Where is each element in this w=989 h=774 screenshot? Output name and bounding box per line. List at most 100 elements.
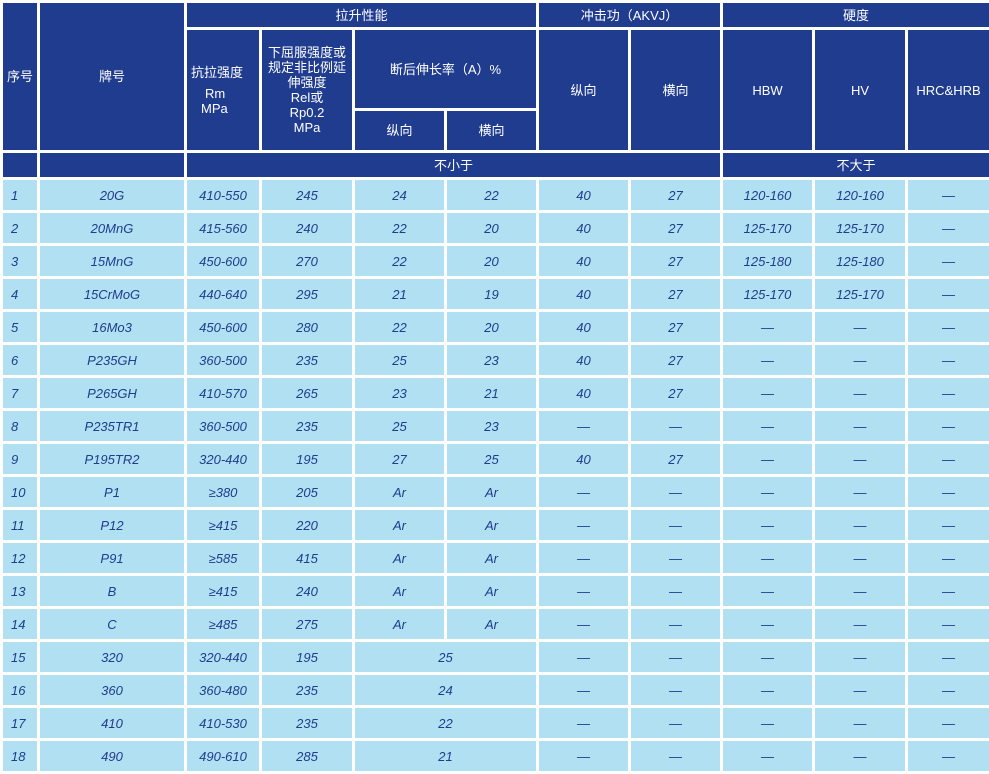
cell-yield-strength: 235	[261, 674, 354, 707]
cell-hbw: —	[722, 674, 814, 707]
yield-line: Rel或	[262, 90, 352, 105]
cell-seq: 1	[2, 179, 39, 212]
cell-elongation-transverse: 21	[446, 377, 538, 410]
cell-elongation-transverse: 20	[446, 245, 538, 278]
cell-hv: 125-170	[814, 212, 907, 245]
header-elongation: 断后伸长率（A）%	[354, 29, 538, 110]
header-hbw: HBW	[722, 29, 814, 152]
cell-grade: P1	[39, 476, 186, 509]
cell-impact-transverse: 27	[630, 278, 722, 311]
cell-impact-transverse: 27	[630, 344, 722, 377]
cell-impact-transverse: 27	[630, 212, 722, 245]
cell-grade: P235TR1	[39, 410, 186, 443]
header-hardness-group: 硬度	[722, 2, 989, 29]
cell-hv: —	[814, 542, 907, 575]
cell-hrc-hrb: —	[907, 278, 989, 311]
cell-elongation-longitudinal: 22	[354, 707, 538, 740]
cell-impact-longitudinal: 40	[538, 443, 630, 476]
cell-elongation-longitudinal: Ar	[354, 575, 446, 608]
cell-hbw: —	[722, 575, 814, 608]
cell-elongation-transverse: Ar	[446, 509, 538, 542]
cell-hbw: —	[722, 311, 814, 344]
cell-hbw: —	[722, 410, 814, 443]
cell-seq: 6	[2, 344, 39, 377]
cell-seq: 7	[2, 377, 39, 410]
cell-hv: —	[814, 476, 907, 509]
cell-hrc-hrb: —	[907, 311, 989, 344]
cell-impact-transverse: —	[630, 641, 722, 674]
cell-hv: —	[814, 377, 907, 410]
cell-impact-transverse: 27	[630, 179, 722, 212]
cell-seq: 2	[2, 212, 39, 245]
cell-elongation-transverse: 20	[446, 212, 538, 245]
cell-grade: 20MnG	[39, 212, 186, 245]
cell-elongation-longitudinal: Ar	[354, 509, 446, 542]
cell-hv: —	[814, 674, 907, 707]
cell-yield-strength: 235	[261, 344, 354, 377]
cell-hrc-hrb: —	[907, 707, 989, 740]
cell-elongation-transverse: Ar	[446, 542, 538, 575]
cell-grade: 15MnG	[39, 245, 186, 278]
cell-seq: 14	[2, 608, 39, 641]
header-blank	[39, 152, 186, 179]
cell-elongation-longitudinal: 24	[354, 179, 446, 212]
cell-impact-transverse: —	[630, 707, 722, 740]
cell-tensile-strength: 410-530	[186, 707, 261, 740]
cell-hbw: —	[722, 377, 814, 410]
tensile-strength-symbol: Rm	[191, 86, 259, 101]
tensile-strength-unit: MPa	[191, 101, 259, 116]
cell-grade: P265GH	[39, 377, 186, 410]
yield-line: Rp0.2	[262, 105, 352, 120]
cell-hrc-hrb: —	[907, 245, 989, 278]
cell-hrc-hrb: —	[907, 443, 989, 476]
cell-hrc-hrb: —	[907, 344, 989, 377]
cell-tensile-strength: 320-440	[186, 443, 261, 476]
cell-yield-strength: 245	[261, 179, 354, 212]
cell-hv: —	[814, 311, 907, 344]
cell-hbw: —	[722, 707, 814, 740]
cell-impact-longitudinal: —	[538, 542, 630, 575]
cell-seq: 16	[2, 674, 39, 707]
cell-hrc-hrb: —	[907, 476, 989, 509]
cell-elongation-transverse: 25	[446, 443, 538, 476]
cell-elongation-transverse: Ar	[446, 608, 538, 641]
cell-seq: 3	[2, 245, 39, 278]
cell-hbw: —	[722, 476, 814, 509]
cell-hv: —	[814, 410, 907, 443]
header-seq: 序号	[2, 2, 39, 152]
cell-yield-strength: 265	[261, 377, 354, 410]
cell-hbw: 125-170	[722, 278, 814, 311]
cell-hrc-hrb: —	[907, 542, 989, 575]
cell-yield-strength: 240	[261, 575, 354, 608]
cell-hrc-hrb: —	[907, 608, 989, 641]
yield-line: MPa	[262, 120, 352, 135]
cell-impact-longitudinal: —	[538, 410, 630, 443]
cell-elongation-transverse: Ar	[446, 575, 538, 608]
cell-impact-transverse: —	[630, 674, 722, 707]
cell-elongation-longitudinal: Ar	[354, 608, 446, 641]
cell-hv: —	[814, 575, 907, 608]
cell-impact-transverse: —	[630, 542, 722, 575]
cell-hv: —	[814, 641, 907, 674]
header-yield-strength: 下屈服强度或 规定非比例延 伸强度 Rel或 Rp0.2 MPa	[261, 29, 354, 152]
cell-tensile-strength: 360-480	[186, 674, 261, 707]
cell-grade: P195TR2	[39, 443, 186, 476]
cell-seq: 13	[2, 575, 39, 608]
cell-elongation-longitudinal: Ar	[354, 476, 446, 509]
cell-hbw: 120-160	[722, 179, 814, 212]
cell-tensile-strength: 410-550	[186, 179, 261, 212]
cell-tensile-strength: 450-600	[186, 311, 261, 344]
cell-impact-longitudinal: 40	[538, 377, 630, 410]
cell-elongation-transverse: 19	[446, 278, 538, 311]
cell-tensile-strength: ≥415	[186, 509, 261, 542]
cell-impact-longitudinal: 40	[538, 179, 630, 212]
cell-elongation-longitudinal: 25	[354, 344, 446, 377]
cell-hbw: —	[722, 542, 814, 575]
cell-elongation-longitudinal: 22	[354, 311, 446, 344]
